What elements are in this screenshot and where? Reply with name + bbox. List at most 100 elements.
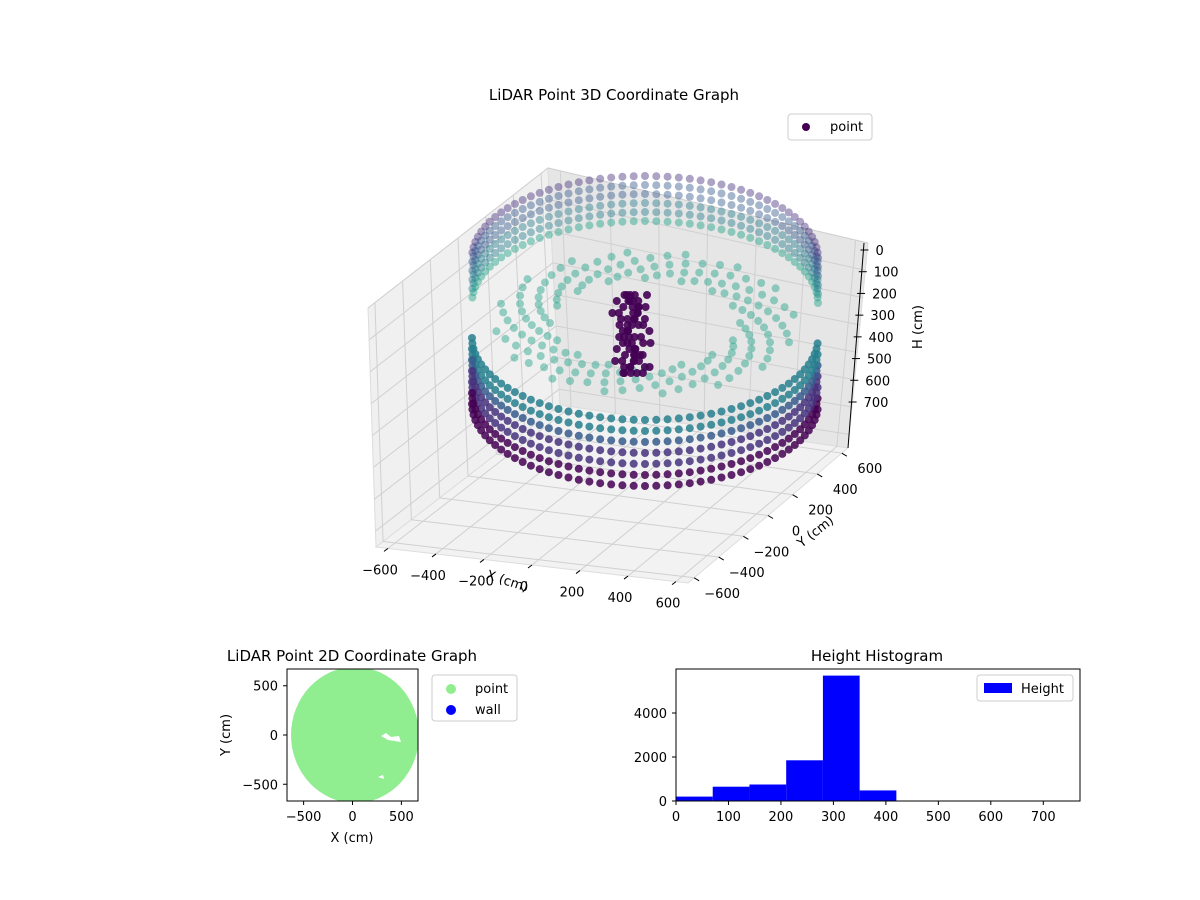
point-3d-767 [720,289,729,298]
point-3d-389 [491,258,500,266]
point-3d-673 [601,369,610,378]
point-3d-663 [645,372,654,381]
point-3d-630 [745,330,754,339]
x-tick-label-hist-3: 300 [821,810,846,825]
point-3d-369 [477,254,486,263]
point-3d-727 [578,281,587,290]
plot-frame-histogram [675,668,1081,802]
point-3d-781 [789,310,798,319]
point-3d-561 [771,226,780,235]
y-tick-label-3d-3: 0 [792,525,800,540]
point-3d-111 [727,405,736,413]
point-3d-818 [645,327,654,335]
point-3d-757 [690,277,699,286]
point-3d-716 [534,293,543,302]
grid-back-z-0 [547,167,869,244]
point-3d-523 [717,189,726,198]
point-3d-706 [522,314,530,323]
point-3d-187 [618,481,627,490]
point-3d-168 [641,427,649,435]
point-3d-379 [485,226,494,235]
point-3d-603 [808,259,817,268]
point-3d-750 [666,269,674,278]
point-3d-55 [790,375,799,383]
point-3d-762 [726,271,735,280]
point-3d-687 [561,348,570,357]
point-3d-572 [784,226,793,235]
point-3d-234 [544,446,553,455]
point-3d-211 [574,431,583,440]
legend-2d-marker-wall [446,705,456,715]
point-3d-726 [563,276,572,284]
point-3d-456 [596,174,605,183]
point-3d-267 [503,405,512,414]
x-tick-label-3d-6: 600 [656,597,681,612]
point-3d-406 [510,235,519,244]
point-3d-371 [477,272,486,281]
y-tick-label-3d-2: −200 [754,545,790,560]
point-3d-129 [707,453,716,462]
point-3d-771 [771,284,780,293]
point-3d-269 [503,427,512,436]
point-3d-443 [564,225,573,234]
point-3d-839 [632,369,641,377]
point-3d-257 [518,458,527,466]
point-3d-679 [571,368,580,377]
point-3d-341 [468,400,476,408]
point-3d-97 [746,399,755,408]
point-3d-543 [746,215,755,224]
point-3d-181 [618,415,627,424]
point-3d-58 [790,408,799,416]
point-3d-362 [473,250,482,259]
point-3d-1 [814,263,822,271]
point-3d-130 [707,464,716,473]
point-3d-408 [518,196,527,204]
point-3d-827 [612,297,621,305]
point-3d-494 [663,190,672,199]
legend-3d: point [787,113,873,141]
point-3d-495 [663,199,672,208]
grid-back-z-2 [551,230,863,299]
x-tick-3d-2 [479,559,485,563]
point-3d-536 [737,203,746,212]
point-3d-147 [674,425,683,434]
point-3d-285 [491,441,500,449]
point-3d-373 [481,231,490,240]
point-3d-565 [778,213,787,222]
point-3d-260 [510,410,519,419]
x-tick-3d-1 [431,553,437,558]
legend-3d-label: point [830,120,863,135]
point-3d-736 [604,265,613,274]
point-3d-153 [663,415,672,424]
point-3d-433 [554,192,563,200]
point-3d-844 [640,315,649,323]
point-3d-100 [746,432,755,441]
point-3d-221 [564,462,573,471]
grid-floor-y-2 [439,497,744,537]
point-3d-602 [808,250,817,259]
point-3d-450 [585,176,594,185]
legend-3d-marker [802,123,810,131]
point-3d-452 [585,194,594,203]
point-3d-778 [780,303,789,312]
point-3d-273 [497,390,506,399]
point-3d-335 [468,334,476,342]
z-tick-label-3d-5: 500 [867,353,892,368]
point-3d-779 [764,307,772,316]
point-3d-459 [596,201,605,210]
point-3d-65 [784,412,793,421]
chart-3d: LiDAR Point 3D Coordinate Graph −600 −400… [362,86,926,612]
point-3d-763 [717,279,726,288]
point-3d-136 [696,455,705,464]
point-3d-458 [596,192,605,201]
point-3d-188 [607,414,616,423]
point-3d-57 [790,397,799,405]
point-3d-446 [574,196,583,205]
point-3d-814 [619,303,628,311]
point-3d-0 [814,254,822,262]
point-3d-647 [703,356,712,365]
point-3d-418 [526,228,535,237]
point-3d-635 [765,346,774,355]
point-3d-612 [812,243,821,252]
point-3d-92 [755,417,764,426]
